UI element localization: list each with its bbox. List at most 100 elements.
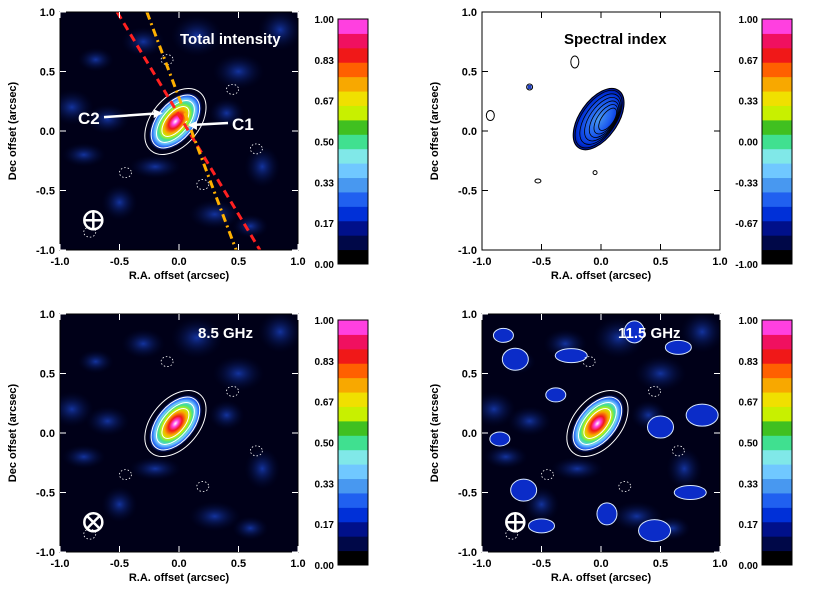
colorbar-tick-label: 0.17	[315, 520, 335, 531]
colorbar-tick-label: 0.50	[315, 138, 335, 149]
colorbar-segment	[762, 492, 792, 508]
panel-0: C2 C1 Total intensity -1.0-1.0 -0.5 -0.5 0.0 0.…	[7, 7, 369, 282]
noise-blob	[170, 316, 223, 359]
colorbar-frame	[761, 18, 793, 265]
noise-contour	[623, 320, 645, 344]
negative-contour	[226, 385, 239, 397]
x-tick-label: 0.0	[593, 256, 608, 268]
intensity-contour	[578, 402, 617, 445]
colorbar-segment	[338, 91, 368, 106]
noise-blob	[212, 355, 265, 392]
colorbar-segment	[338, 406, 368, 422]
panel-title: Total intensity	[180, 31, 281, 48]
colorbar-tick-label: 0.00	[739, 138, 759, 149]
intensity-contour	[156, 402, 195, 445]
intensity-contour	[156, 100, 195, 143]
negative-contour	[119, 469, 132, 481]
x-tick-label: -0.5	[532, 558, 551, 570]
negative-contour	[196, 179, 210, 190]
noise-blob	[244, 447, 281, 490]
spectral-index-region	[572, 87, 625, 151]
colorbar-segment	[338, 249, 368, 265]
colorbar-segment	[338, 550, 368, 566]
noise-blob	[212, 53, 265, 90]
y-tick-label: 1.0	[40, 7, 55, 19]
spectral-contour	[579, 93, 622, 145]
colorbar-segment	[338, 392, 368, 407]
beam-axis	[86, 515, 101, 530]
colorbar-tick-label: 1.00	[315, 316, 335, 327]
x-tick-label: 0.5	[231, 256, 246, 268]
colorbar-segment	[338, 435, 368, 451]
colorbar-segment	[762, 177, 792, 193]
colorbar-tick-label: 1.00	[739, 316, 759, 327]
colorbar-frame	[761, 319, 793, 566]
negative-contour	[196, 481, 210, 492]
negative-contour	[119, 167, 132, 179]
colorbar-segment	[762, 435, 792, 451]
colorbar-segment	[762, 550, 792, 566]
negative-contour	[83, 528, 97, 540]
noise-blob	[60, 89, 94, 126]
plot-area	[60, 314, 298, 552]
negative-contour	[226, 83, 239, 95]
beam-symbol	[83, 512, 104, 533]
noise-blob	[483, 444, 528, 469]
y-tick-label: 0.0	[462, 126, 477, 138]
x-tick-label: 0.0	[593, 558, 608, 570]
panel-title: 8.5 GHz	[198, 325, 253, 342]
colorbar-segment	[338, 47, 368, 63]
colorbar-tick-label: 1.00	[739, 15, 759, 26]
noise-contour	[528, 518, 555, 534]
colorbar-segment	[762, 191, 792, 207]
y-tick-label: 1.0	[462, 7, 477, 19]
colorbar-segment	[762, 464, 792, 480]
colorbar-segment	[338, 334, 368, 350]
colorbar-segment	[762, 220, 792, 236]
colorbar-tick-label: 0.83	[315, 357, 335, 368]
colorbar-segment	[762, 206, 792, 222]
colorbar-segment	[762, 33, 792, 49]
colorbar-segment	[338, 206, 368, 222]
x-tick-label: -1.0	[473, 256, 492, 268]
label-c2: C2	[78, 109, 100, 128]
y-axis-label: Dec offset (arcsec)	[429, 383, 441, 482]
colorbar-tick-label: -1.00	[735, 260, 758, 271]
intensity-contour	[566, 390, 629, 457]
colorbar-segment	[762, 134, 792, 150]
colorbar-tick-label: 0.17	[739, 520, 759, 531]
noise-blob	[121, 328, 166, 359]
noise-blob	[634, 355, 687, 392]
noise-blob	[77, 47, 114, 72]
colorbar-segment	[762, 249, 792, 265]
colorbar-segment	[762, 449, 792, 465]
spectral-contour-small	[485, 110, 495, 122]
spectral-contour	[588, 100, 620, 138]
colorbar-tick-label: 0.83	[315, 56, 335, 67]
noise-contour	[596, 502, 618, 526]
noise-contour	[545, 387, 567, 403]
noise-blob	[129, 154, 182, 179]
y-tick-label: 0.5	[462, 369, 477, 381]
y-tick-label: 0.0	[462, 428, 477, 440]
y-axis-label: Dec offset (arcsec)	[7, 383, 19, 482]
noise-contour	[501, 347, 529, 371]
colorbar-tick-label: 0.33	[739, 479, 759, 490]
intensity-contour	[161, 408, 190, 439]
colorbar-segment	[762, 521, 792, 537]
colorbar: 1.00 0.83 0.67 0.50 0.33 0.17 0.00	[739, 316, 793, 572]
noise-blob	[77, 349, 114, 374]
negative-contour	[582, 356, 596, 368]
colorbar-tick-label: 0.67	[315, 97, 335, 108]
colorbar-segment	[762, 76, 792, 92]
plot-area: C2 C1	[60, 12, 298, 250]
colorbar-segment	[762, 235, 792, 251]
noise-blob	[61, 142, 106, 167]
arrowhead-c2	[153, 109, 163, 119]
panel-title: 11.5 GHz	[618, 325, 681, 342]
x-tick-label: -1.0	[51, 558, 70, 570]
noise-blob	[507, 406, 552, 437]
plot-area	[482, 314, 720, 552]
colorbar-segment	[338, 134, 368, 150]
colorbar-tick-label: 0.50	[315, 439, 335, 450]
